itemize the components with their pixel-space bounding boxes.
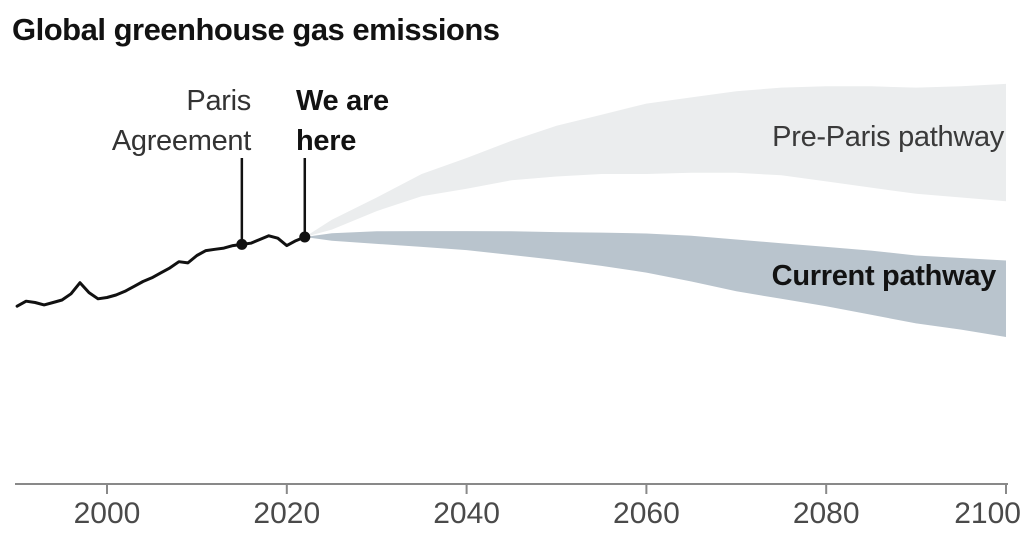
current-pathway-label: Current pathway: [771, 260, 997, 292]
x-tick-label: 2100: [954, 497, 1021, 530]
x-axis: 2000 2020 2040 2060 2080 2100: [74, 484, 1021, 530]
x-tick-label: 2000: [74, 497, 141, 530]
paris-agreement-label: Paris Agreement: [112, 81, 251, 161]
we-are-here-label-line1: We are: [296, 85, 389, 117]
here-dot: [299, 231, 311, 243]
paris-agreement-label-line2: Agreement: [111, 125, 251, 157]
pre-paris-band: [304, 83, 1006, 238]
x-tick-label: 2020: [253, 497, 320, 530]
paris-dot: [236, 238, 248, 250]
we-are-here-label-line2: here: [296, 125, 357, 157]
paris-agreement-label-line1: Paris: [186, 85, 251, 117]
current-band: [304, 231, 1006, 337]
x-tick-label: 2080: [793, 497, 860, 530]
x-tick-label: 2060: [613, 497, 680, 530]
chart-title: Global greenhouse gas emissions: [12, 12, 500, 47]
we-are-here-label: We are here: [296, 81, 389, 161]
history-line: [15, 234, 307, 308]
x-tick-label: 2040: [433, 497, 500, 530]
pre-paris-pathway-label: Pre-Paris pathway: [772, 121, 1004, 153]
